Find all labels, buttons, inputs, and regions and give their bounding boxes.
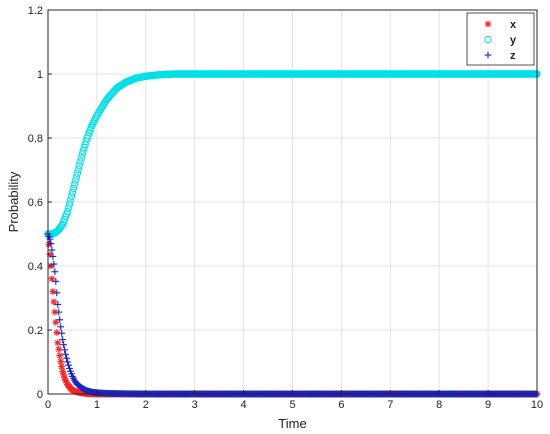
legend: xyz	[466, 12, 535, 66]
x-axis-title: Time	[278, 416, 306, 431]
series-x-point-stroke	[55, 346, 62, 353]
series-x-point-stroke	[57, 358, 64, 365]
series-x-point	[58, 363, 66, 370]
y-axis-title: Probability	[6, 171, 21, 232]
series-z-point	[57, 323, 65, 331]
series-y-point	[81, 140, 89, 149]
series-z-point	[48, 246, 56, 254]
y-tick-label: 1.2	[28, 5, 43, 17]
series-z-point	[63, 354, 70, 362]
series-z-point	[54, 301, 62, 308]
series-y-point	[76, 157, 84, 166]
y-tick-label: 0	[37, 389, 43, 401]
x-tick-label: 2	[143, 399, 149, 411]
series-x-point-stroke	[56, 352, 63, 359]
y-tick-label: 1	[37, 69, 43, 81]
x-tick-label: 4	[241, 399, 247, 411]
series-x-point	[50, 298, 58, 306]
series-y-point	[74, 165, 83, 174]
series-x-point	[59, 368, 67, 375]
series-x-point-stroke	[49, 275, 55, 282]
series-x-point-stroke	[61, 375, 68, 381]
legend-marker-x-stroke	[485, 21, 491, 27]
series-x-point	[53, 329, 61, 336]
series-x-point	[56, 352, 64, 359]
series-z-point	[56, 316, 64, 324]
x-tick-label: 3	[192, 399, 198, 411]
legend-marker-y	[484, 35, 492, 44]
series-x-point-stroke	[59, 368, 66, 375]
series-x-point	[49, 288, 57, 295]
series-y-point	[71, 177, 80, 185]
series-z-point	[53, 289, 61, 297]
series-z-point	[59, 336, 67, 343]
x-tick-label: 5	[289, 399, 295, 411]
legend-label-x: x	[510, 19, 517, 31]
series-y-point	[68, 188, 77, 197]
series-y-point	[65, 200, 74, 208]
series-y-point	[64, 204, 73, 212]
legend-marker-z	[484, 51, 492, 59]
series-x-point-stroke	[60, 371, 67, 378]
y-tick-label: 0.4	[28, 261, 43, 273]
series-y-point	[57, 221, 66, 230]
x-tick-label: 6	[338, 399, 344, 411]
x-tick-label: 0	[45, 399, 51, 411]
y-tick-label: 0.8	[28, 133, 43, 145]
series-y	[44, 70, 541, 238]
legend-marker-x	[484, 20, 492, 28]
series-z-point	[61, 346, 69, 354]
series-y-point	[73, 169, 82, 177]
series-x-point-stroke	[54, 339, 61, 346]
series-z-point	[52, 277, 60, 285]
legend-label-z: z	[510, 50, 516, 62]
series-y-point	[78, 150, 86, 158]
series-z-point	[49, 253, 57, 260]
series-x-point-stroke	[52, 319, 59, 326]
series-y-point	[75, 161, 83, 170]
x-tick-label: 1	[94, 399, 100, 411]
series-x-point-stroke	[52, 309, 58, 315]
series-y-point	[67, 192, 76, 200]
series-y-point	[69, 184, 78, 193]
series-x-point-stroke	[53, 329, 60, 336]
series-z-point	[51, 268, 59, 276]
series-x-point	[52, 318, 60, 326]
x-tick-label: 9	[485, 399, 491, 411]
axis-ticks: 0 1 2 3 4 5 6 7 8 9 10 0 0.2 0.4 0.6 0.8 1 1.2	[28, 5, 543, 411]
series-z-point	[58, 329, 66, 337]
x-tick-label: 8	[436, 399, 442, 411]
x-tick-label: 10	[531, 399, 543, 411]
series-x-point	[55, 345, 63, 353]
y-tick-label: 0.2	[28, 325, 43, 337]
y-tick-label: 0.6	[28, 197, 43, 209]
series-x-point	[57, 357, 65, 365]
series-z-point	[60, 341, 68, 349]
series-z-point	[50, 260, 58, 268]
series-y-point	[63, 207, 72, 216]
series-z-point	[66, 365, 73, 372]
series-z-point	[55, 308, 63, 316]
series-x-point-stroke	[50, 288, 56, 295]
series-y-point	[80, 143, 88, 152]
series-z-point	[47, 240, 55, 247]
series-x-point-stroke	[58, 363, 65, 370]
series-z-point	[65, 361, 72, 369]
series-x-point	[48, 275, 56, 283]
series-y-point	[70, 181, 79, 189]
series-z-point	[64, 358, 71, 366]
legend-box	[466, 12, 535, 66]
series-x-point	[54, 339, 62, 347]
series-y-point	[79, 147, 87, 155]
series-y-point	[72, 173, 81, 181]
series-y-point	[77, 154, 85, 162]
series-x-point-stroke	[51, 299, 57, 305]
legend-label-y: y	[510, 35, 517, 47]
series-y-point	[66, 196, 75, 204]
x-tick-label: 7	[387, 399, 393, 411]
series-z-point	[62, 350, 70, 358]
